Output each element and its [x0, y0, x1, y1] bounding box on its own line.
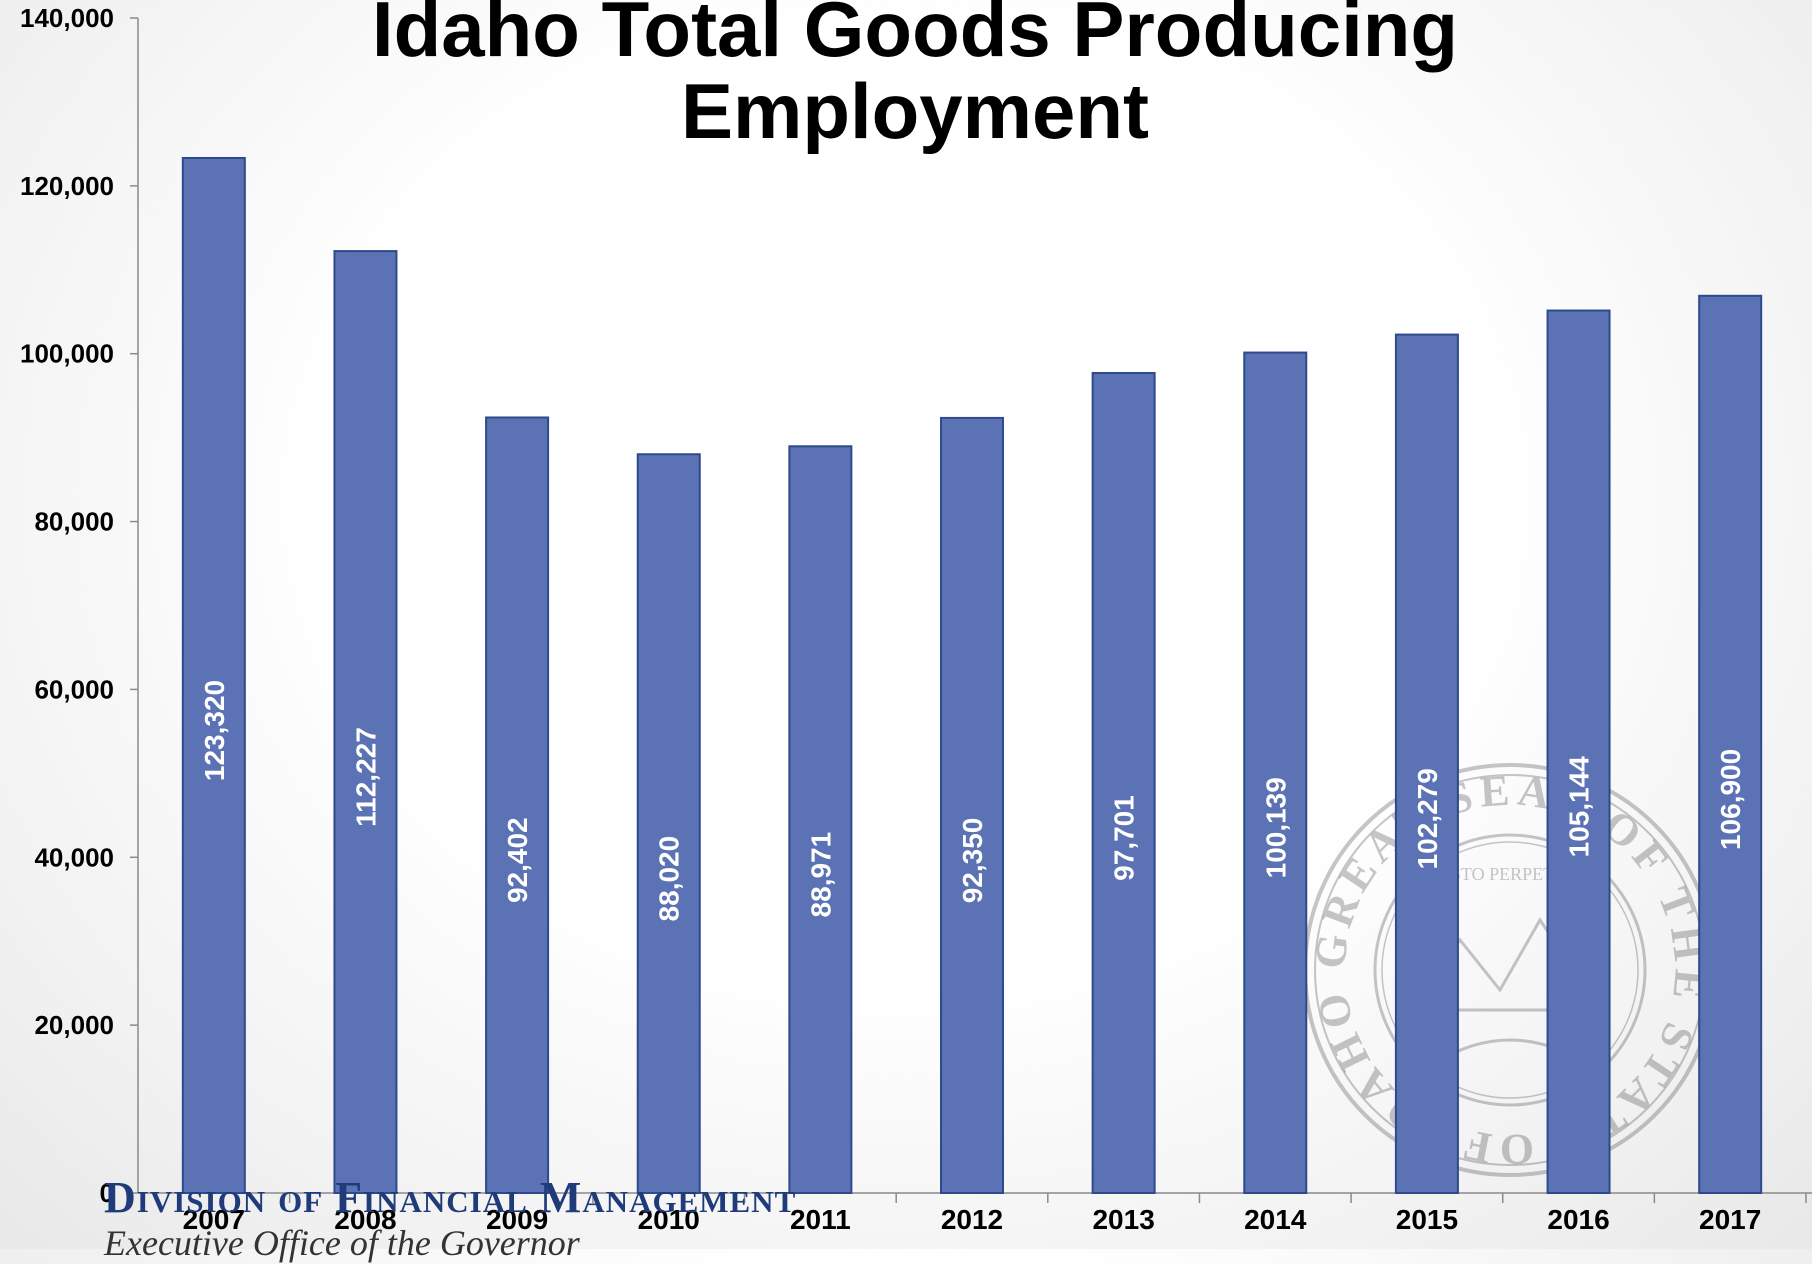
bar-2010	[636, 453, 701, 1194]
bar-2016	[1546, 309, 1611, 1194]
x-tick-label: 2008	[334, 1204, 396, 1235]
y-tick-label: 40,000	[34, 842, 114, 872]
y-tick-label: 20,000	[34, 1010, 114, 1040]
chart-title-line2: Employment	[680, 67, 1150, 155]
x-tick-label: 2017	[1699, 1204, 1761, 1235]
y-tick-label: 100,000	[20, 339, 114, 369]
bar-data-label: 88,020	[654, 836, 685, 922]
bar-2013	[1091, 372, 1156, 1194]
x-tick-label: 2016	[1547, 1204, 1609, 1235]
y-tick-label: 120,000	[20, 171, 114, 201]
bar-data-label: 100,139	[1260, 777, 1291, 878]
y-axis: 0 20,000 40,000 60,000 80,000 100,000 120,000 1…	[20, 3, 139, 1208]
bar-2009	[485, 416, 550, 1194]
bar-2015	[1394, 333, 1459, 1194]
x-tick-label: 2012	[941, 1204, 1003, 1235]
bar-2007	[181, 156, 246, 1195]
bar-2012	[940, 416, 1004, 1195]
x-tick-label: 2013	[1092, 1204, 1154, 1235]
chart-title-line1: Idaho Total Goods Producing	[371, 0, 1459, 73]
bar-data-label: 123,320	[199, 680, 230, 781]
bar-data-label: 92,350	[957, 818, 988, 904]
y-tick-label: 80,000	[34, 507, 114, 537]
x-tick-label: 2011	[790, 1204, 851, 1235]
bar-data-label: 97,701	[1109, 795, 1140, 881]
y-tick-label: 0	[100, 1178, 114, 1208]
y-tick-label: 140,000	[20, 3, 114, 33]
svg-text:ESTO PERPETUA: ESTO PERPETUA	[1440, 864, 1580, 884]
bar-series: 123,320 112,227 92,402 88,020 88,971 92,350 97…	[181, 156, 1763, 1195]
x-tick-label: 2015	[1396, 1204, 1458, 1235]
bar-data-label: 102,279	[1412, 768, 1443, 869]
bar-data-label: 88,971	[805, 832, 836, 918]
x-tick-label: 2009	[486, 1204, 548, 1235]
state-seal-watermark: GREAT SEAL OF THE STATE OF IDAHO ESTO PE…	[1303, 763, 1717, 1177]
bar-data-label: 92,402	[502, 817, 533, 903]
bar-data-label: 105,144	[1564, 756, 1595, 858]
bar-2011	[788, 445, 853, 1194]
x-tick-label: 2010	[638, 1204, 700, 1235]
bar-2017	[1698, 294, 1763, 1194]
bar-2008	[333, 250, 398, 1194]
y-tick-label: 60,000	[34, 674, 114, 704]
bar-data-label: 106,900	[1715, 749, 1746, 850]
x-tick-label: 2014	[1244, 1204, 1307, 1235]
division-footer-text: Division of Financial Management	[104, 1173, 797, 1222]
bar-data-label: 112,227	[350, 727, 381, 827]
office-footer-text: Executive Office of the Governor	[104, 1223, 580, 1263]
x-axis: 2007 2008 2009 2010 2011 2012 2013 2014 2015 2016…	[138, 1192, 1812, 1235]
x-tick-label: 2007	[183, 1204, 245, 1235]
bar-2014	[1243, 351, 1308, 1194]
